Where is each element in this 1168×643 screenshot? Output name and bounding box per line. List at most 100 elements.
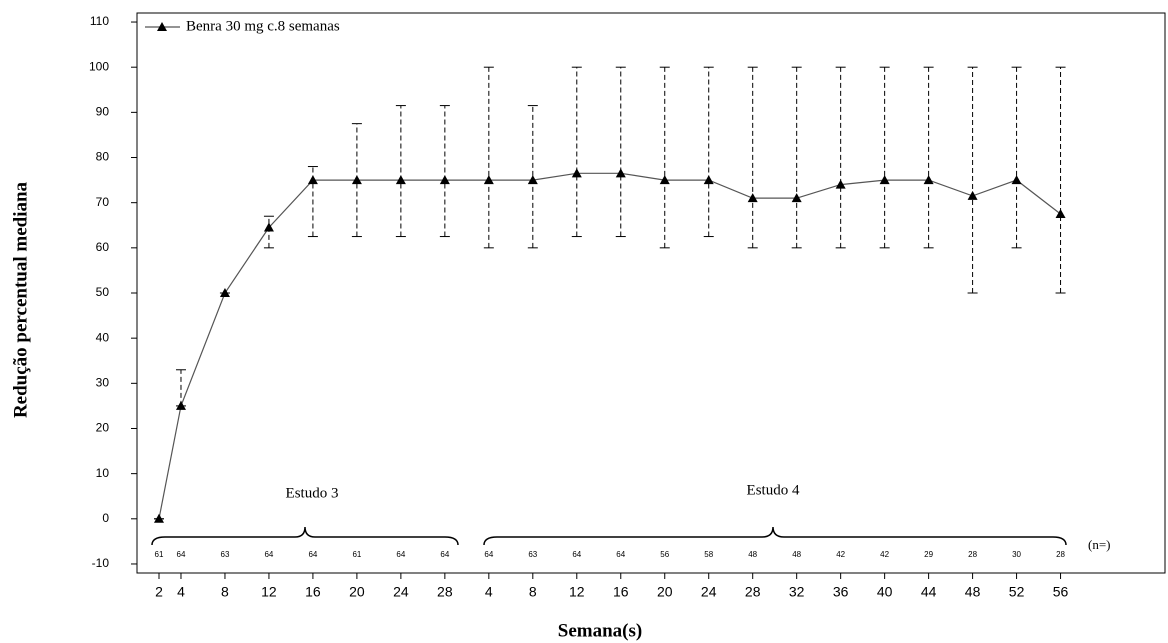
y-tick-label: 40 (96, 330, 110, 344)
n-count: 29 (924, 550, 933, 559)
y-tick-label: 30 (96, 375, 110, 389)
marker (307, 175, 318, 185)
error-bar (615, 66, 626, 238)
n-count: 64 (308, 550, 317, 559)
n-count: 64 (572, 550, 581, 559)
error-bar (659, 66, 670, 249)
x-tick-label: 20 (657, 584, 673, 600)
x-tick-label: 36 (833, 584, 849, 600)
series-line (158, 172, 1061, 519)
y-tick-label: 0 (102, 511, 109, 525)
n-count: 48 (792, 550, 801, 559)
n-count: 58 (704, 550, 713, 559)
error-bar (923, 66, 934, 249)
x-tick-label: 28 (437, 584, 453, 600)
x-tick-label: 40 (877, 584, 893, 600)
x-tick-label: 44 (921, 584, 937, 600)
marker (967, 190, 978, 200)
y-tick-label: 100 (89, 59, 109, 73)
x-tick-label: 4 (485, 584, 493, 600)
n-count: 64 (396, 550, 405, 559)
error-bar (1055, 66, 1066, 294)
x-tick-label: 28 (745, 584, 761, 600)
n-count: 56 (660, 550, 669, 559)
n-count: 63 (528, 550, 537, 559)
error-bar (439, 105, 450, 238)
marker (703, 175, 714, 185)
marker (615, 168, 626, 178)
marker (571, 168, 582, 178)
n-count: 61 (155, 550, 164, 559)
n-count: 30 (1012, 550, 1021, 559)
error-bar (703, 66, 714, 238)
error-bar (747, 66, 758, 249)
error-bar (879, 66, 890, 249)
n-count: 48 (748, 550, 757, 559)
x-tick-label: 16 (305, 584, 321, 600)
marker (923, 175, 934, 185)
brace (151, 526, 459, 546)
n-count: 64 (264, 550, 273, 559)
error-bar (835, 66, 846, 249)
error-bar (527, 105, 538, 249)
marker (219, 288, 230, 297)
n-count: 42 (836, 550, 845, 559)
y-tick-label: 80 (96, 150, 110, 164)
error-bar (175, 369, 186, 407)
marker (395, 175, 406, 185)
error-bar (967, 66, 978, 294)
y-tick-label: 50 (96, 285, 110, 299)
marker (527, 175, 538, 185)
marker (483, 175, 494, 185)
x-tick-label: 48 (965, 584, 981, 600)
error-bar (483, 66, 494, 249)
marker (879, 175, 890, 185)
x-tick-label: 2 (155, 584, 163, 600)
x-tick-label: 16 (613, 584, 629, 600)
marker (747, 193, 758, 203)
x-tick-label: 20 (349, 584, 365, 600)
x-tick-label: 32 (789, 584, 805, 600)
marker (659, 175, 670, 185)
n-count: 28 (968, 550, 977, 559)
y-tick-label: 60 (96, 240, 110, 254)
x-tick-label: 4 (177, 584, 185, 600)
y-tick-label: 110 (90, 14, 109, 28)
y-tick-label: 20 (96, 421, 110, 435)
y-axis-title: Redução percentual mediana (10, 181, 31, 418)
x-tick-label: 24 (393, 584, 409, 600)
error-bar (791, 66, 802, 249)
legend-label: Benra 30 mg c.8 semanas (186, 18, 340, 34)
marker (439, 175, 450, 185)
marker (263, 222, 274, 232)
marker (791, 193, 802, 203)
x-tick-label: 52 (1009, 584, 1025, 600)
brace (483, 526, 1067, 546)
x-tick-label: 56 (1053, 584, 1069, 600)
y-tick-label: 10 (96, 466, 110, 480)
x-tick-label: 8 (529, 584, 537, 600)
n-count: 64 (616, 550, 625, 559)
n-count: 61 (352, 550, 361, 559)
marker (351, 175, 362, 185)
x-tick-label: 12 (569, 584, 585, 600)
n-count: 63 (221, 550, 230, 559)
y-tick-label: 70 (96, 195, 110, 209)
marker (1011, 175, 1022, 185)
error-bar (263, 215, 274, 249)
n-count: 64 (440, 550, 449, 559)
n-count: 42 (880, 550, 889, 559)
y-tick-label: -10 (92, 556, 110, 570)
x-axis-title: Semana(s) (558, 620, 642, 641)
marker (1055, 208, 1066, 218)
error-bar (571, 66, 582, 238)
x-tick-label: 24 (701, 584, 717, 600)
marker (835, 179, 846, 189)
y-tick-label: 90 (96, 105, 110, 119)
x-tick-label: 8 (221, 584, 229, 600)
n-count: 28 (1056, 550, 1065, 559)
marker (153, 513, 164, 523)
error-bar (395, 105, 406, 238)
